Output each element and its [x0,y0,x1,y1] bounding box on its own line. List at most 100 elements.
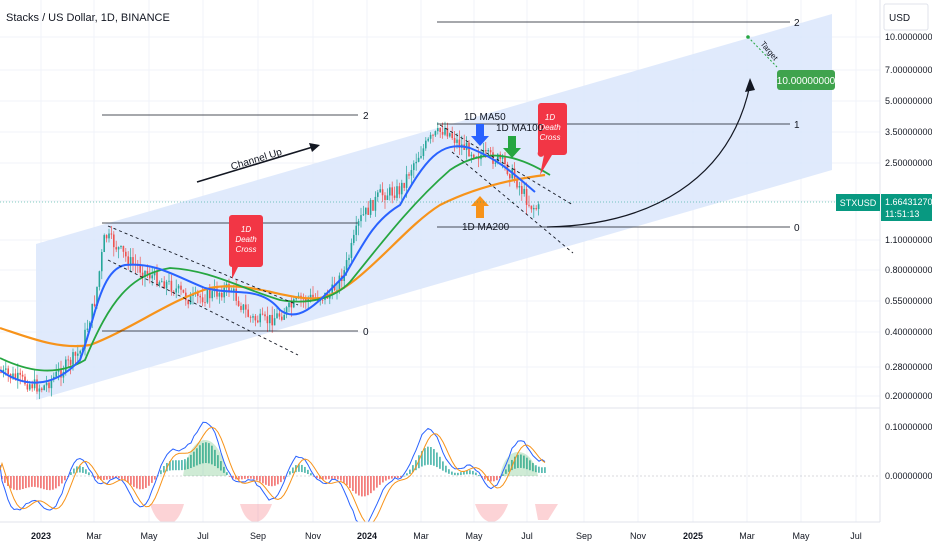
candle-body [396,186,398,198]
histogram-bar [133,476,135,487]
indicator-trough-highlight-4 [535,504,558,520]
candle-body [38,388,41,392]
candle-body [453,138,456,143]
candle-body [425,140,427,149]
histogram-bar [412,465,414,473]
histogram-bar [130,476,132,485]
candle-body [84,329,86,349]
candle-body [355,225,357,235]
chart-title: Stacks / US Dollar, 1D, BINANCE [6,12,170,24]
histogram-bar [262,476,264,484]
histogram-bar [337,476,339,480]
histogram-bar [424,448,426,466]
candle-body [487,150,489,152]
histogram-bar [109,476,111,479]
histogram-bar [178,460,180,471]
time-axis-ticks[interactable]: 2023 Mar May Jul Sep Nov 2024 Mar May Jul Sep Nov 20… [31,531,862,541]
indicator-axis-ticks[interactable]: 0.10000000 0.00000000 [885,422,932,481]
candle-body [98,271,101,287]
histogram-bar [229,476,231,477]
candle-body [2,369,5,373]
histogram-bar [421,451,423,467]
histogram-bar [286,475,288,477]
indicator-trough-highlight-1 [150,504,184,524]
death-cross-2-line2: Death [539,123,561,132]
currency-button-label: USD [889,13,910,24]
candle-body [516,178,518,188]
histogram-bar [199,445,201,465]
candle-body [101,252,103,272]
price-tick-label: 0.55000000 [885,296,932,306]
candle-body [74,352,77,356]
candle-body [117,247,120,250]
candle-body [240,305,242,310]
candle-body [269,314,271,324]
histogram-bar [37,476,39,488]
histogram-bar [352,476,354,491]
histogram-bar [205,442,207,464]
histogram-bar [301,464,303,473]
ma100-arrow [503,136,521,158]
candle-body [410,170,413,176]
candle-body [110,233,113,235]
candle-body [417,157,420,162]
histogram-bar [244,476,246,479]
candle-body [29,384,31,390]
histogram-bar [31,476,33,487]
last-price-tag [881,194,932,221]
histogram-bar [403,475,405,477]
candle-body [381,189,384,196]
price-axis-ticks[interactable]: 10.00000000 7.00000000 5.00000000 3.5000000… [885,32,932,401]
histogram-bar [364,476,366,497]
candle-body [305,298,307,302]
histogram-bar [136,476,138,489]
histogram-bar [340,476,342,481]
histogram-bar [331,476,333,479]
currency-button[interactable] [883,3,929,31]
histogram-bar [82,466,84,473]
histogram-bar [148,476,150,486]
histogram-bar [472,470,474,475]
histogram-bar [142,476,144,490]
candle-body [77,353,79,356]
candle-body [415,161,417,164]
price-axis-background [880,0,932,550]
histogram-bar [25,476,27,489]
histogram-bar [193,451,195,467]
candle-body [79,350,81,354]
histogram-bar [40,476,42,489]
histogram-bar [427,446,429,465]
histogram-bar [370,476,372,494]
indicator-tick-label: 0.00000000 [885,471,932,481]
histogram-bar [460,472,462,475]
histogram-bar [433,449,435,466]
candle-body [333,284,336,291]
histogram-bar [91,475,93,477]
candle-body [254,316,257,321]
histogram-bar [256,476,258,481]
histogram-bar [532,462,534,472]
candle-body [149,274,151,279]
histogram-bar [307,469,309,475]
histogram-bar [124,476,126,481]
candle-body [441,131,444,135]
candle-body [122,245,125,252]
histogram-bar [181,460,183,471]
candle-body [338,275,341,290]
histogram-bar [538,466,540,473]
candle-body [477,157,480,160]
time-tick-label: Mar [413,531,429,541]
candle-body [456,139,458,143]
time-tick-label: 2024 [357,531,377,541]
candle-body [501,156,504,159]
candle-body [189,295,192,305]
candle-body [12,373,14,379]
candle-body [180,285,182,290]
candle-body [497,154,499,163]
candle-body [509,174,511,179]
fib2-label-0: 0 [794,223,800,234]
histogram-bar [508,464,510,472]
target-point [746,35,750,39]
candle-body [69,359,72,365]
